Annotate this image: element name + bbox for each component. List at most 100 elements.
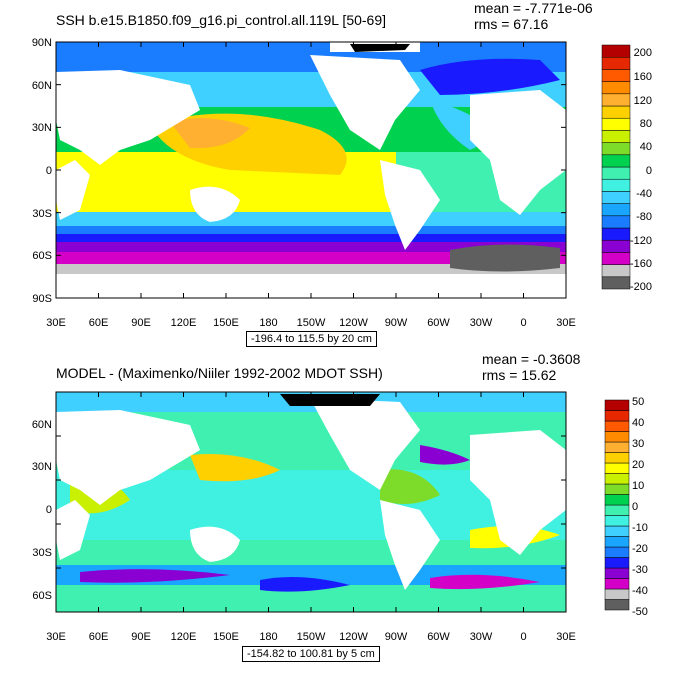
bottom-lon-label: 30W: [470, 631, 493, 643]
top-lon-label: 60E: [89, 317, 109, 329]
bottom-lat-label: 60S: [32, 590, 52, 602]
top-lon-label: 180: [259, 317, 277, 329]
colorbar-swatch: [604, 557, 630, 569]
bottom-lat-label: 30N: [32, 461, 52, 473]
bottom-colorbar-label: -20: [632, 543, 648, 555]
top-rms-text: rms = 67.16: [474, 16, 549, 32]
colorbar-swatch: [604, 599, 630, 611]
colorbar-swatch: [601, 81, 631, 95]
colorbar-swatch: [601, 227, 631, 241]
top-lat-label: 60S: [32, 250, 52, 262]
top-panel: SSH b.e15.B1850.f09_g16.pi_control.all.1…: [32, 0, 652, 347]
bottom-ticks: [55, 391, 567, 613]
top-colorbar-label: -160: [630, 258, 652, 270]
top-colorbar-label: -80: [636, 211, 652, 223]
colorbar-swatch: [601, 191, 631, 204]
colorbar-swatch: [604, 515, 630, 527]
colorbar-swatch: [601, 215, 631, 229]
bottom-lon-label: 90E: [131, 631, 151, 643]
bottom-lon-label: 90W: [385, 631, 408, 643]
top-colorbar-labels: 200 160 120 80 40 0 -40 -80 -120 -160 -2…: [630, 47, 652, 293]
bottom-continents: [56, 398, 566, 590]
colorbar-swatch: [604, 494, 630, 506]
bottom-lon-label: 150W: [297, 631, 326, 643]
bottom-lon-label: 120E: [171, 631, 197, 643]
bottom-colorbar: [604, 399, 630, 611]
top-lon-label: 90E: [131, 317, 151, 329]
bottom-colorbar-label: -50: [632, 606, 648, 618]
top-ticks: [55, 41, 567, 299]
bottom-map: 60N 30N 0 30S 60S 30E 60E 90E 120E 150E …: [32, 391, 648, 643]
bottom-lon-label: 0: [520, 631, 526, 643]
bottom-rms-text: rms = 15.62: [482, 367, 557, 383]
top-lat-label: 90S: [32, 293, 52, 305]
top-lat-label: 90N: [32, 37, 52, 49]
top-lon-label: 120E: [171, 317, 197, 329]
top-colorbar: [601, 44, 631, 290]
bottom-panel: MODEL - (Maximenko/Niiler 1992-2002 MDOT…: [0, 350, 700, 700]
top-lon-label: 150E: [213, 317, 239, 329]
top-colorbar-label: 200: [634, 47, 652, 59]
colorbar-swatch: [604, 410, 630, 422]
colorbar-swatch: [601, 56, 631, 70]
colorbar-swatch: [604, 504, 630, 516]
colorbar-swatch: [601, 166, 631, 180]
bottom-colorbar-label: 50: [632, 396, 644, 408]
top-lat-labels: 90N 60N 30N 0 30S 60S 90S: [32, 37, 52, 305]
colorbar-swatch: [604, 578, 630, 590]
colorbar-swatch: [601, 93, 631, 107]
top-lon-label: 30E: [556, 317, 576, 329]
bottom-panel-title: MODEL - (Maximenko/Niiler 1992-2002 MDOT…: [56, 365, 383, 381]
colorbar-swatch: [601, 203, 631, 217]
top-lon-labels: 30E 60E 90E 120E 150E 180 150W 120W 90W …: [46, 317, 576, 329]
colorbar-swatch: [604, 441, 630, 453]
colorbar-swatch: [601, 130, 631, 143]
bottom-lon-label: 60E: [89, 631, 109, 643]
colorbar-swatch: [604, 525, 630, 537]
top-lat-label: 30S: [32, 208, 52, 220]
top-lon-label: 150W: [297, 317, 326, 329]
colorbar-swatch: [601, 264, 631, 278]
colorbar-swatch: [601, 105, 631, 119]
top-mean-text: mean = -7.771e-06: [474, 0, 593, 16]
top-lat-label: 0: [46, 165, 52, 177]
bottom-lon-label: 120W: [339, 631, 368, 643]
top-colorbar-label: 80: [640, 118, 652, 130]
top-lon-label: 60W: [427, 317, 450, 329]
bottom-arctic-ice: [280, 394, 380, 406]
colorbar-swatch: [601, 44, 631, 58]
colorbar-swatch: [601, 178, 631, 192]
bottom-colorbar-label: -10: [632, 522, 648, 534]
top-colorbar-label: -40: [636, 188, 652, 200]
colorbar-swatch: [604, 399, 630, 411]
colorbar-swatch: [604, 588, 630, 600]
colorbar-swatch: [604, 431, 630, 443]
bottom-colorbar-label: 20: [632, 459, 644, 471]
colorbar-swatch: [601, 252, 631, 265]
colorbar-swatch: [601, 142, 631, 156]
top-colorbar-label: -120: [630, 235, 652, 247]
top-colorbar-label: 0: [646, 165, 652, 177]
top-panel-title: SSH b.e15.B1850.f09_g16.pi_control.all.1…: [56, 12, 387, 28]
bottom-colorbar-label: 10: [632, 480, 644, 492]
bottom-colorbar-label: -40: [632, 585, 648, 597]
bottom-mean-text: mean = -0.3608: [482, 351, 581, 367]
colorbar-swatch: [604, 546, 630, 558]
colorbar-swatch: [604, 462, 630, 474]
top-lon-label: 30W: [470, 317, 493, 329]
colorbar-swatch: [604, 536, 630, 548]
top-lon-label: 120W: [339, 317, 368, 329]
top-range-box: -196.4 to 115.5 by 20 cm: [246, 331, 377, 347]
top-lon-label: 90W: [385, 317, 408, 329]
bottom-lon-label: 180: [259, 631, 277, 643]
bottom-lon-label: 60W: [427, 631, 450, 643]
bottom-lat-label: 0: [46, 504, 52, 516]
bottom-lat-label: 60N: [32, 419, 52, 431]
colorbar-swatch: [604, 420, 630, 432]
top-colorbar-label: 160: [634, 71, 652, 83]
bottom-colorbar-label: 0: [632, 501, 638, 513]
colorbar-swatch: [604, 567, 630, 579]
bottom-colorbar-labels: 50 40 30 20 10 0 -10 -20 -30 -40 -50: [632, 396, 648, 618]
colorbar-swatch: [601, 239, 631, 253]
top-continents: [56, 42, 566, 250]
